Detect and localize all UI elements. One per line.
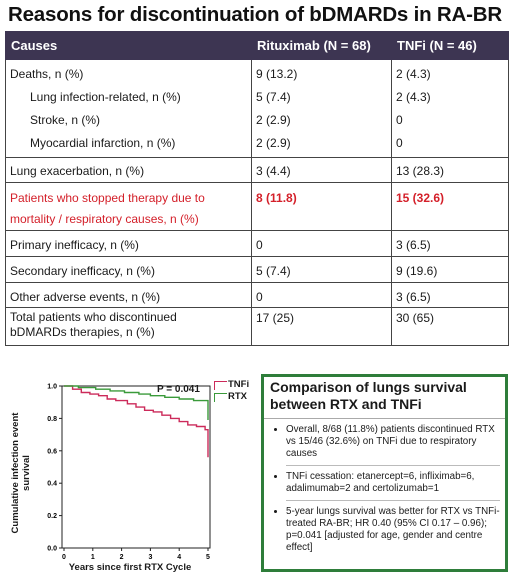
table-row: Other adverse events, n (%) 0 3 (6.5): [5, 282, 509, 308]
table-row: Deaths, n (%) 9 (13.2) 2 (4.3): [5, 59, 509, 83]
table-row: Total patients who discontinued bDMARDs …: [5, 307, 509, 346]
survival-plot: 0.0 0.2 0.4 0.6 0.8 1.0 0 1 2 3 4 5: [47, 384, 211, 561]
table-header-row: Causes Rituximab (N = 68) TNFi (N = 46): [5, 31, 509, 60]
y-tick-label: 1.0: [47, 384, 57, 391]
cause-cell: Lung infection-related, n (%): [5, 83, 252, 108]
box-title: Comparison of lungs survival between RTX…: [270, 379, 467, 412]
rtx-cell: 2 (2.9): [251, 131, 392, 158]
bullet-item: TNFi cessation: etanercept=6, infliximab…: [286, 466, 500, 501]
x-tick-label: 0: [62, 554, 66, 561]
box-divider: [264, 418, 505, 419]
chart-legend: TNFi RTX: [214, 379, 249, 403]
box-bullets: Overall, 8/68 (11.8%) patients discontin…: [264, 419, 505, 559]
survival-chart: Cumulative infection event survival 0.0 0…: [0, 376, 258, 580]
cause-cell: Lung exacerbation, n (%): [5, 157, 252, 183]
x-tick-label: 4: [177, 554, 181, 561]
discontinuation-table: Causes Rituximab (N = 68) TNFi (N = 46) …: [5, 31, 509, 346]
page-title: Reasons for discontinuation of bDMARDs i…: [8, 3, 502, 26]
cause-cell: Other adverse events, n (%): [5, 282, 252, 308]
cause-line: mortality / respiratory causes, n (%): [10, 211, 199, 226]
y-tick-label: 0.6: [47, 448, 57, 455]
table-row: Lung infection-related, n (%) 5 (7.4) 2 …: [5, 83, 509, 108]
rtx-cell: 5 (7.4): [251, 83, 392, 108]
p-value-annotation: P = 0.041: [157, 384, 200, 395]
rtx-cell: 0: [251, 230, 392, 257]
table-row: Lung exacerbation, n (%) 3 (4.4) 13 (28.…: [5, 157, 509, 183]
plot-frame: [61, 385, 211, 549]
table-row: Myocardial infarction, n (%) 2 (2.9) 0: [5, 131, 509, 158]
cause-line: bDMARDs therapies, n (%): [10, 324, 155, 339]
rtx-cell: 3 (4.4): [251, 157, 392, 183]
cause-cell: Myocardial infarction, n (%): [5, 131, 252, 158]
comparison-box: Comparison of lungs survival between RTX…: [261, 374, 508, 572]
x-axis-label: Years since first RTX Cycle: [68, 562, 192, 573]
cause-line: Patients who stopped therapy due to: [10, 190, 205, 205]
table-row: Stroke, n (%) 2 (2.9) 0: [5, 108, 509, 131]
rtx-cell: 9 (13.2): [251, 59, 392, 83]
tnfi-cell: 9 (19.6): [391, 256, 509, 283]
cause-cell: Total patients who discontinued bDMARDs …: [5, 307, 252, 346]
x-tick-label: 1: [91, 554, 95, 561]
tnfi-cell: 15 (32.6): [391, 182, 509, 231]
tnfi-cell: 2 (4.3): [391, 59, 509, 83]
bullet-item: Overall, 8/68 (11.8%) patients discontin…: [286, 419, 500, 466]
tnfi-cell: 3 (6.5): [391, 230, 509, 257]
legend-swatch: [214, 380, 227, 390]
rtx-cell: 5 (7.4): [251, 256, 392, 283]
table-row: Secondary inefficacy, n (%) 5 (7.4) 9 (1…: [5, 256, 509, 283]
cause-cell: Deaths, n (%): [5, 59, 252, 83]
legend-item-rtx: RTX: [214, 391, 249, 403]
rtx-cell: 0: [251, 282, 392, 308]
tnfi-cell: 0: [391, 131, 509, 158]
y-tick-label: 0.4: [47, 481, 57, 488]
header-causes: Causes: [5, 31, 252, 60]
y-tick-label: 0.8: [47, 416, 57, 423]
rtx-cell: 17 (25): [251, 307, 392, 346]
tnfi-cell: 3 (6.5): [391, 282, 509, 308]
rtx-cell: 8 (11.8): [251, 182, 392, 231]
cause-line: Total patients who discontinued: [10, 309, 177, 324]
x-tick-label: 2: [120, 554, 124, 561]
legend-label: RTX: [228, 391, 247, 402]
header-tnfi: TNFi (N = 46): [391, 31, 509, 60]
table-row: Primary inefficacy, n (%) 0 3 (6.5): [5, 230, 509, 257]
x-tick-label: 3: [148, 554, 152, 561]
cause-cell: Primary inefficacy, n (%): [5, 230, 252, 257]
y-tick-label: 0.0: [47, 546, 57, 553]
legend-swatch: [214, 392, 227, 402]
cause-cell: Stroke, n (%): [5, 108, 252, 131]
tnfi-cell: 0: [391, 108, 509, 131]
legend-label: TNFi: [228, 379, 250, 390]
bullet-item: 5-year lungs survival was better for RTX…: [286, 501, 500, 559]
cause-cell: Patients who stopped therapy due to mort…: [5, 182, 252, 231]
legend-item-tnfi: TNFi: [214, 379, 249, 391]
tnfi-cell: 2 (4.3): [391, 83, 509, 108]
cause-cell: Secondary inefficacy, n (%): [5, 256, 252, 283]
tnfi-cell: 13 (28.3): [391, 157, 509, 183]
series-line-tnfi: [64, 385, 209, 458]
table-row-highlight: Patients who stopped therapy due to mort…: [5, 182, 509, 231]
rtx-cell: 2 (2.9): [251, 108, 392, 131]
header-rituximab: Rituximab (N = 68): [251, 31, 392, 60]
y-tick-label: 0.2: [47, 513, 57, 520]
tnfi-cell: 30 (65): [391, 307, 509, 346]
series-line-rtx: [64, 385, 209, 420]
x-tick-label: 5: [206, 554, 210, 561]
